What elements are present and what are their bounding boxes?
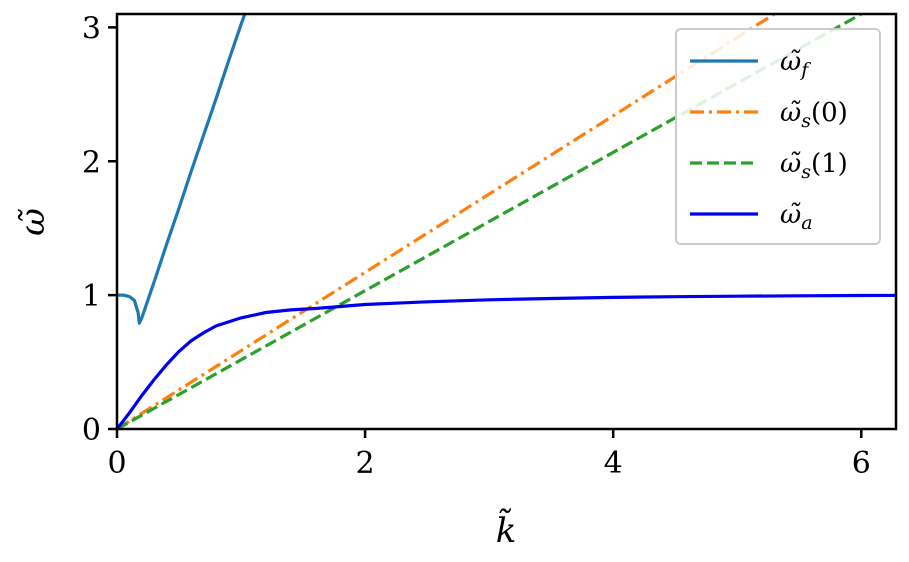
series-line-1 (117, 14, 776, 429)
series-line-3 (117, 293, 896, 429)
y-tick-label: 0 (82, 413, 101, 448)
x-tick-label: 6 (852, 446, 871, 481)
legend-label-2: ω̃s(1) (780, 149, 848, 183)
y-tick-label: 1 (82, 279, 101, 314)
x-axis-title: k̃ (496, 508, 517, 551)
legend-label-3: ω̃a (780, 200, 813, 234)
axis-ticks: 0 2 4 6 0 1 2 3 (82, 11, 871, 481)
series-line-0 (117, 14, 247, 325)
x-tick-label: 4 (604, 446, 623, 481)
y-tick-label: 2 (82, 145, 101, 180)
x-tick-label: 2 (356, 446, 375, 481)
x-tick-label: 0 (107, 446, 126, 481)
series-line-2 (117, 14, 863, 429)
legend-box (675, 28, 881, 245)
plot-frame (115, 12, 898, 431)
legend-label-1: ω̃s(0) (780, 98, 848, 132)
legend: ω̃f ω̃s(0) ω̃s(1) ω̃a (675, 28, 881, 245)
y-axis-title: ω̃ (13, 208, 53, 236)
series-lines (117, 14, 896, 429)
y-tick-label: 3 (82, 11, 101, 46)
legend-label-0: ω̃f (780, 47, 811, 81)
